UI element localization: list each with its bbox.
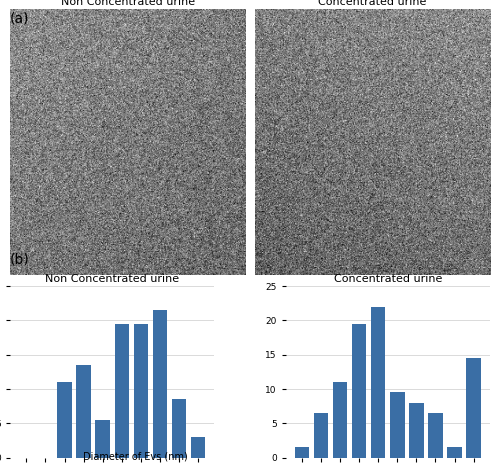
Bar: [371, 307, 386, 458]
Bar: [114, 324, 129, 458]
Bar: [134, 324, 148, 458]
Bar: [295, 447, 310, 458]
Bar: [428, 413, 442, 458]
Title: Non Concentrated urine: Non Concentrated urine: [45, 274, 179, 284]
Text: (a): (a): [10, 12, 29, 26]
Bar: [76, 365, 90, 458]
Bar: [152, 310, 167, 458]
Bar: [314, 413, 328, 458]
Text: Diameter of Evs (nm): Diameter of Evs (nm): [82, 452, 188, 462]
Bar: [466, 358, 480, 458]
Bar: [58, 382, 71, 458]
Bar: [352, 324, 366, 458]
Text: (b): (b): [10, 252, 30, 266]
Bar: [390, 392, 404, 458]
Bar: [190, 437, 205, 458]
Bar: [448, 447, 462, 458]
Bar: [172, 399, 186, 458]
Title: Concentrated urine: Concentrated urine: [318, 0, 426, 7]
Title: Concentrated urine: Concentrated urine: [334, 274, 442, 284]
Bar: [333, 382, 347, 458]
Title: Non Concentrated urine: Non Concentrated urine: [60, 0, 194, 7]
Bar: [96, 420, 110, 458]
Bar: [410, 403, 424, 458]
